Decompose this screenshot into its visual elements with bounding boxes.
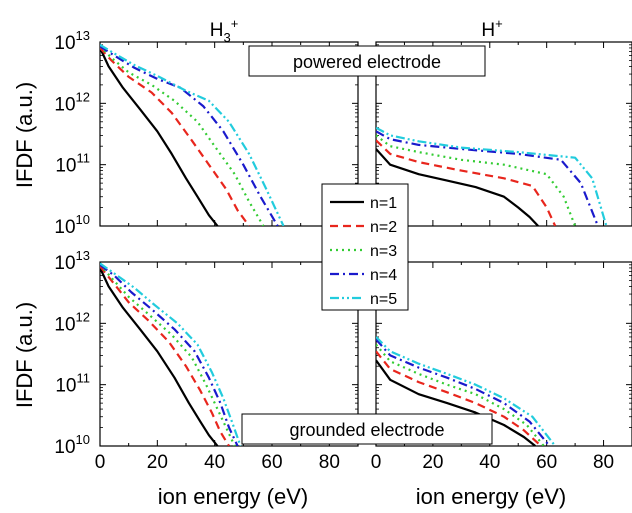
x-tick-label: 40 — [479, 452, 500, 473]
y-tick-label-base: 10 — [54, 94, 75, 115]
series-line-n5 — [376, 126, 608, 226]
y-tick-label-base: 10 — [54, 314, 75, 335]
y-tick-label: 1012 — [54, 309, 90, 335]
series-line-n2 — [376, 350, 542, 446]
series-line-n2 — [100, 265, 230, 446]
col-title-h3plus-base: H — [210, 20, 224, 41]
x-axis-label-right: ion energy (eV) — [416, 484, 566, 509]
row-label-powered-text: powered electrode — [293, 52, 441, 72]
series-line-n2 — [100, 47, 250, 226]
x-tick-label: 60 — [261, 452, 282, 473]
series-line-n4 — [376, 130, 599, 226]
col-title-hplus: H+ — [481, 16, 502, 41]
series-line-n1 — [100, 47, 219, 226]
x-tick-label: 40 — [204, 452, 225, 473]
row-label-powered: powered electrode — [248, 45, 486, 77]
legend: n=1 n=2 n=3 n=4 n=5 — [321, 183, 409, 311]
row-label-grounded: grounded electrode — [241, 413, 493, 445]
y-tick-label-exp: 11 — [77, 151, 91, 166]
x-tick-label: 0 — [371, 452, 382, 473]
col-title-hplus-base: H — [481, 20, 495, 41]
series-group — [100, 43, 285, 226]
series-line-n4 — [376, 338, 551, 446]
x-tick-label: 60 — [536, 452, 557, 473]
x-tick-label: 20 — [147, 452, 168, 473]
series-group — [376, 126, 608, 226]
panel-frame — [99, 41, 359, 227]
series-group — [376, 336, 557, 446]
y-tick-label: 1013 — [54, 28, 90, 54]
y-tick-label: 1010 — [54, 212, 90, 238]
series-line-n1 — [100, 267, 219, 446]
y-tick-label-base: 10 — [54, 33, 75, 54]
legend-box — [321, 183, 409, 311]
col-title-h3plus-sub: 3 — [223, 30, 230, 45]
y-tick-label: 1013 — [54, 248, 90, 274]
legend-label-n3: n=3 — [370, 243, 397, 260]
col-title-hplus-sup: + — [495, 16, 503, 31]
y-axis-label-top: IFDF (a.u.) — [12, 82, 37, 188]
series-group — [100, 262, 242, 446]
series-line-n5 — [100, 262, 242, 446]
y-tick-label: 1010 — [54, 432, 90, 458]
y-tick-label-exp: 12 — [76, 309, 90, 324]
col-title-h3plus-sup: + — [231, 16, 239, 31]
y-tick-label-exp: 13 — [76, 28, 90, 43]
panel-frame — [375, 261, 632, 447]
y-tick-label-exp: 12 — [76, 89, 90, 104]
y-tick-label-exp: 10 — [76, 212, 90, 227]
y-tick-label-exp: 13 — [76, 248, 90, 263]
series-line-n5 — [100, 43, 285, 226]
y-axis-label-bottom: IFDF (a.u.) — [12, 302, 37, 408]
legend-label-n1: n=1 — [370, 195, 397, 212]
y-tick-label-exp: 11 — [77, 371, 91, 386]
y-tick-label-base: 10 — [55, 376, 76, 397]
series-line-n3 — [100, 264, 236, 446]
panel-4: 0 20 40 60 80 — [371, 261, 632, 473]
x-axis-label-left: ion energy (eV) — [158, 484, 308, 509]
series-line-n3 — [376, 343, 545, 446]
col-title-h3plus: H3+ — [210, 16, 239, 45]
y-tick-label-base: 10 — [54, 217, 75, 238]
legend-label-n2: n=2 — [370, 219, 397, 236]
x-tick-label: 20 — [422, 452, 443, 473]
row-label-grounded-text: grounded electrode — [289, 420, 444, 440]
legend-label-n5: n=5 — [370, 291, 397, 308]
x-tick-label: 80 — [593, 452, 614, 473]
series-line-n1 — [376, 359, 536, 446]
series-line-n4 — [100, 45, 279, 226]
y-tick-label-base: 10 — [54, 253, 75, 274]
y-tick-label: 1011 — [55, 371, 90, 397]
x-tick-label: 0 — [95, 452, 106, 473]
series-line-n3 — [100, 45, 265, 226]
y-tick-label: 1011 — [55, 151, 90, 177]
series-line-n1 — [376, 148, 539, 226]
series-line-n5 — [376, 336, 557, 446]
y-tick-label-base: 10 — [55, 156, 76, 177]
y-tick-label-exp: 10 — [76, 432, 90, 447]
y-tick-label: 1012 — [54, 89, 90, 115]
panel-frame — [375, 41, 632, 227]
series-line-n2 — [376, 139, 557, 226]
legend-label-n4: n=4 — [370, 267, 397, 284]
y-tick-label-base: 10 — [54, 437, 75, 458]
x-tick-label: 80 — [319, 452, 340, 473]
